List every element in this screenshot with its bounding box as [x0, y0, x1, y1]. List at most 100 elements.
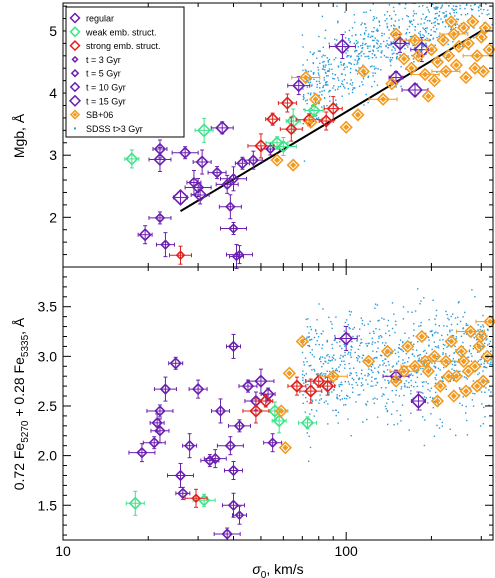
sdss-point: [362, 42, 364, 44]
sdss-point: [302, 123, 305, 125]
legend-marker: [74, 127, 76, 130]
sdss-point: [411, 353, 413, 356]
sdss-point: [310, 70, 312, 72]
sdss-point: [385, 352, 387, 354]
sdss-point: [324, 69, 326, 71]
sdss-point: [377, 370, 379, 373]
sdss-point: [322, 330, 324, 332]
sdss-point: [378, 337, 380, 339]
sdss-point: [324, 37, 326, 39]
legend-marker: [69, 81, 81, 93]
sdss-point: [329, 90, 331, 92]
sdss-point: [400, 372, 403, 374]
sdss-point: [303, 160, 306, 162]
sdss-point: [309, 339, 312, 341]
sdss-point: [368, 50, 370, 53]
sdss-point: [361, 369, 363, 371]
sdss-point: [355, 69, 357, 71]
sdss-point: [326, 355, 328, 357]
diamond-marker: [267, 437, 278, 448]
sdss-point: [367, 55, 370, 57]
sdss-point: [391, 53, 394, 55]
data-point-regular: [231, 505, 247, 525]
sdss-point: [324, 360, 326, 362]
sdss-point: [375, 56, 377, 59]
sdss-point: [394, 320, 397, 322]
legend-entry: SDSS t>3 Gyr: [74, 124, 143, 134]
diamond-marker: [154, 212, 166, 224]
sdss-point: [329, 360, 331, 362]
sdss-point: [415, 372, 418, 374]
sdss-point: [411, 35, 413, 38]
sdss-point: [311, 338, 313, 341]
sdss-point: [330, 63, 332, 65]
sdss-point: [444, 19, 447, 21]
data-point-weak: [297, 416, 317, 430]
sdss-point: [490, 391, 492, 393]
sdss-point: [455, 26, 457, 29]
sdss-point: [319, 62, 321, 65]
legend-label: strong emb. struct.: [86, 41, 161, 51]
points-panel-1: [124, 15, 495, 269]
sdss-point: [420, 300, 422, 302]
sdss-point: [486, 338, 488, 340]
sdss-point: [334, 38, 336, 40]
sdss-point: [402, 359, 404, 361]
data-point-sb06: [472, 339, 486, 354]
sdss-point: [344, 404, 347, 406]
sdss-point: [327, 353, 329, 356]
diamond-fill: [462, 74, 470, 81]
sdss-point: [402, 341, 404, 344]
data-point-sb06: [308, 92, 323, 106]
sdss-point: [424, 18, 426, 20]
sdss-point: [347, 418, 349, 420]
sdss-point: [369, 320, 371, 323]
sdss-point: [400, 85, 402, 88]
sdss-point: [473, 27, 475, 29]
sdss-point: [404, 332, 406, 334]
diamond-marker: [480, 349, 494, 363]
diamond-fill: [442, 68, 449, 75]
data-point-strong: [184, 488, 208, 508]
sdss-point: [310, 85, 313, 87]
diamond-marker: [430, 394, 445, 408]
sdss-point: [454, 364, 457, 366]
sdss-point: [323, 60, 325, 63]
sdss-point: [303, 108, 305, 111]
data-point-strong: [265, 112, 281, 126]
sdss-point: [482, 314, 484, 317]
sdss-point: [328, 95, 331, 98]
sdss-point: [348, 333, 350, 335]
sdss-point: [386, 11, 389, 13]
data-point-regular: [168, 356, 184, 370]
sdss-point: [384, 358, 386, 360]
sdss-point: [318, 399, 321, 401]
sdss-point: [313, 92, 315, 94]
sdss-point: [316, 118, 319, 120]
y-tick-label: 2.0: [38, 448, 58, 464]
sdss-point: [316, 83, 319, 86]
sdss-point: [372, 350, 374, 352]
sdss-point: [367, 33, 370, 35]
sdss-point: [471, 289, 473, 291]
sdss-point: [414, 310, 417, 312]
sdss-point: [408, 25, 411, 28]
sdss-point: [425, 42, 427, 44]
sdss-point: [386, 23, 388, 25]
sdss-point: [452, 41, 454, 43]
sdss-point: [461, 45, 464, 47]
diamond-marker: [397, 52, 411, 66]
sdss-point: [434, 362, 436, 365]
diamond-marker: [351, 108, 365, 122]
sdss-point: [353, 367, 355, 369]
sdss-point: [322, 64, 325, 67]
sdss-point: [451, 334, 454, 337]
diamond-marker: [304, 384, 318, 398]
data-point-sb06: [389, 364, 419, 378]
sdss-point: [385, 332, 387, 335]
sdss-point: [377, 50, 379, 52]
sdss-point: [367, 323, 369, 325]
sdss-point: [337, 77, 339, 79]
sdss-point: [357, 46, 359, 48]
sdss-point: [424, 332, 427, 335]
